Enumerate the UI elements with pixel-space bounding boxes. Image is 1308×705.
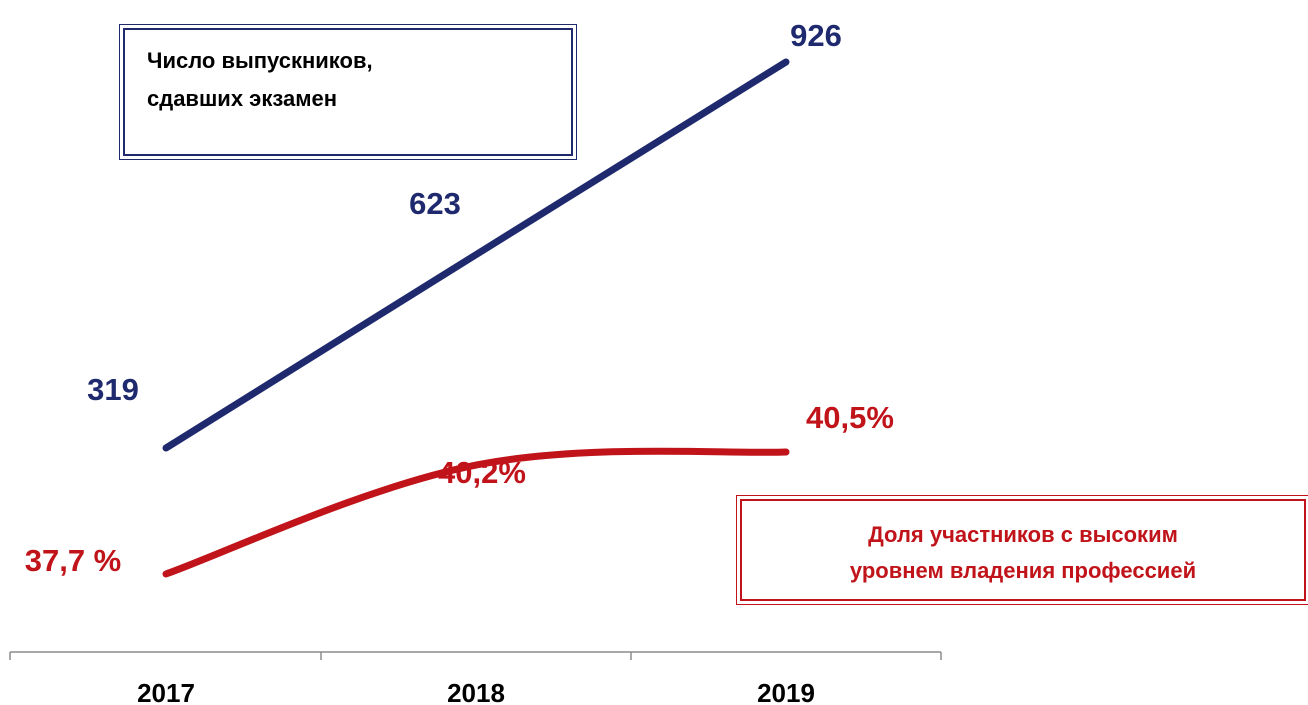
data-label-1-1: 40,2%	[438, 455, 526, 490]
series-line-1	[162, 447, 790, 578]
x-tick-label-2017: 2017	[137, 678, 195, 705]
data-label-0-2: 926	[790, 18, 842, 53]
data-label-0-0: 319	[87, 372, 139, 407]
data-label-1-2: 40,5%	[806, 400, 894, 435]
legend-high-proficiency-line-2: уровнем владения профессией	[849, 558, 1197, 583]
x-tick-label-2019: 2019	[757, 678, 815, 705]
legend-high-proficiency-line-1: Доля участников с высоким	[868, 522, 1178, 547]
x-tick-label-2018: 2018	[447, 678, 505, 705]
data-label-1-0: 37,7 %	[25, 543, 122, 578]
legend-graduates: Число выпускников, сдавших экзамен	[119, 24, 577, 160]
legend-high-proficiency: Доля участников с высоким уровнем владен…	[736, 495, 1308, 605]
legend-graduates-line-2: сдавших экзамен	[147, 86, 338, 111]
legend-graduates-line-1: Число выпускников,	[147, 48, 373, 73]
data-label-0-1: 623	[409, 186, 461, 221]
